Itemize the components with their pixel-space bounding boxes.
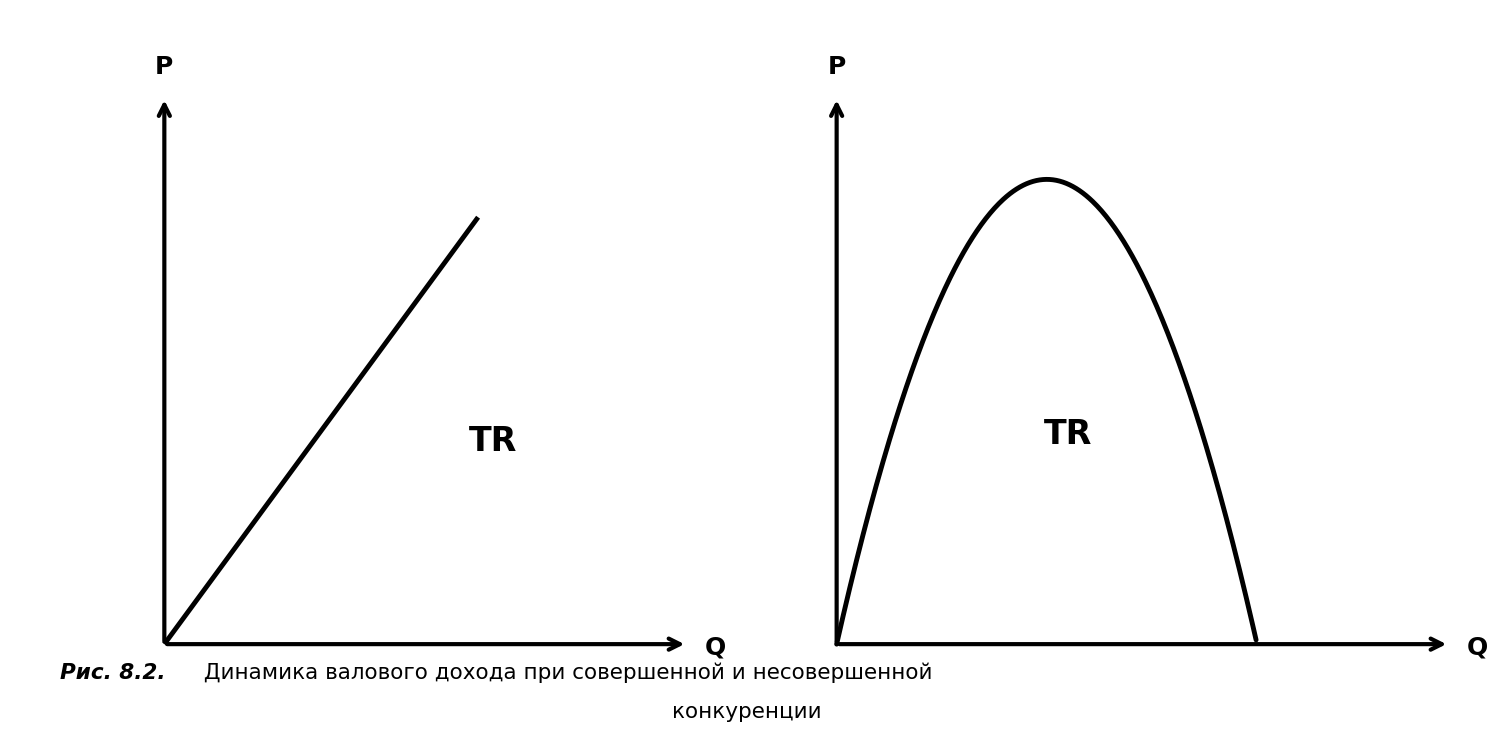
Text: Q: Q [705,636,726,660]
Text: Рис. 8.2.: Рис. 8.2. [60,663,166,683]
Text: конкуренции: конкуренции [672,702,822,722]
Text: Динамика валового дохода при совершенной и несовершенной: Динамика валового дохода при совершенной… [197,663,932,683]
Text: TR: TR [469,425,517,458]
Text: Q: Q [1467,636,1488,660]
Text: P: P [828,55,846,79]
Text: TR: TR [1044,418,1092,451]
Text: P: P [155,55,173,79]
